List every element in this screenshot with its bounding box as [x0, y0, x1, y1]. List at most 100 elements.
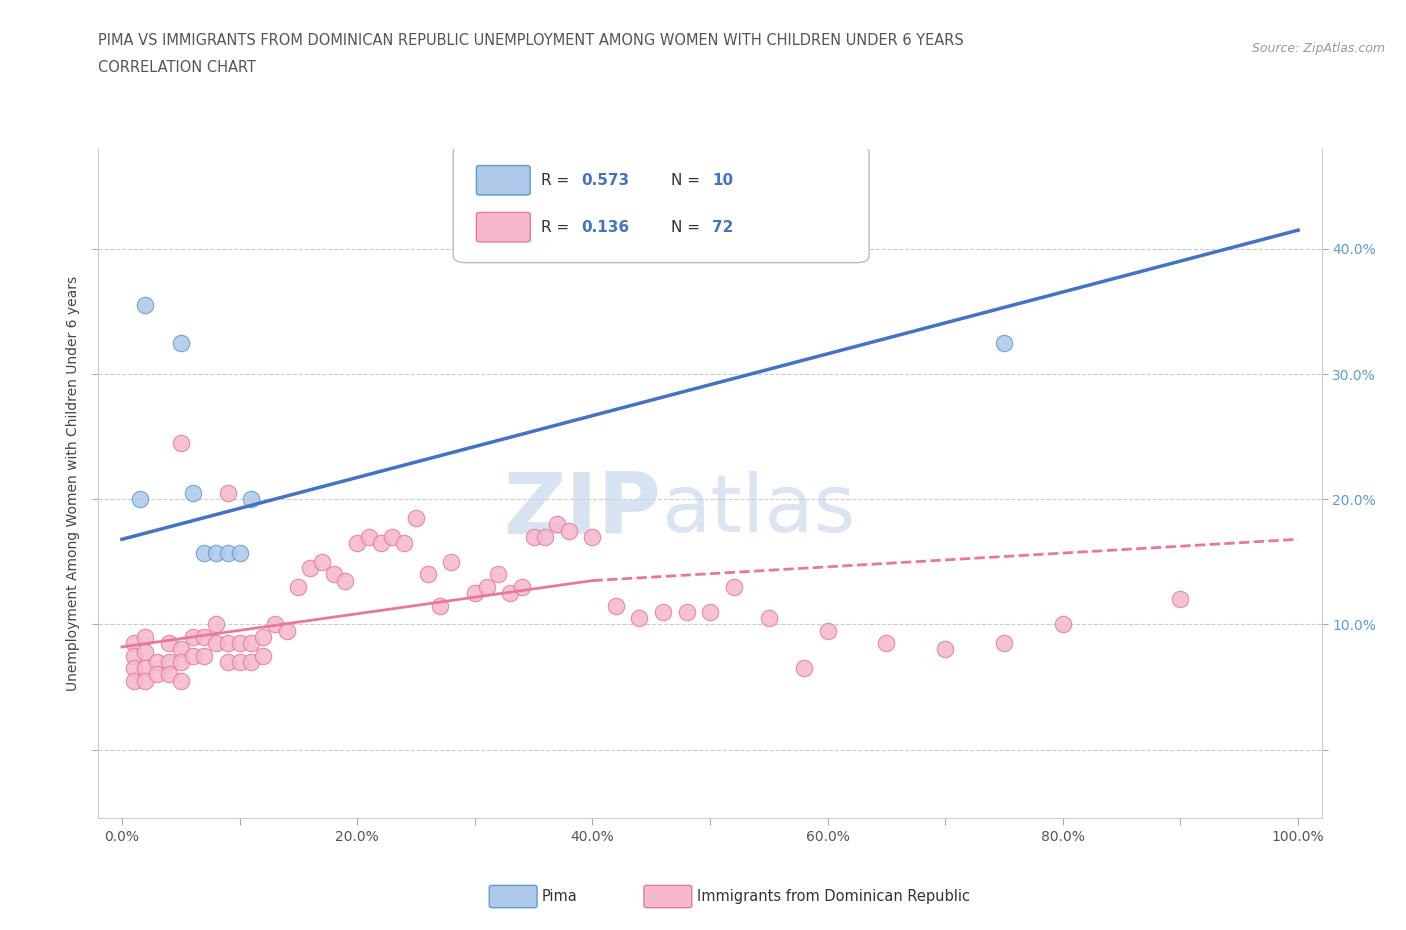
- Text: atlas: atlas: [661, 472, 855, 550]
- Point: [252, 648, 274, 663]
- Point: [499, 586, 522, 601]
- Point: [217, 485, 239, 500]
- Point: [193, 546, 215, 561]
- Point: [416, 567, 439, 582]
- Point: [122, 648, 145, 663]
- Text: 72: 72: [713, 219, 734, 234]
- Point: [464, 586, 486, 601]
- Point: [817, 623, 839, 638]
- Text: 10: 10: [713, 173, 734, 188]
- Point: [134, 630, 156, 644]
- Point: [558, 523, 581, 538]
- Text: R =: R =: [541, 173, 574, 188]
- Point: [205, 546, 228, 561]
- Point: [405, 511, 427, 525]
- Point: [228, 655, 250, 670]
- Point: [205, 617, 228, 631]
- Point: [628, 611, 651, 626]
- Point: [122, 661, 145, 676]
- Point: [240, 655, 263, 670]
- Point: [240, 636, 263, 651]
- Point: [134, 298, 156, 312]
- Text: N =: N =: [671, 173, 704, 188]
- Point: [228, 636, 250, 651]
- Point: [523, 529, 546, 544]
- Point: [475, 579, 498, 594]
- Point: [675, 604, 697, 619]
- Point: [486, 567, 509, 582]
- Point: [157, 636, 180, 651]
- Point: [263, 617, 285, 631]
- FancyBboxPatch shape: [477, 166, 530, 195]
- Text: CORRELATION CHART: CORRELATION CHART: [98, 60, 256, 75]
- Point: [181, 648, 204, 663]
- Point: [157, 667, 180, 682]
- Point: [605, 598, 627, 613]
- Point: [193, 648, 215, 663]
- Point: [240, 492, 263, 507]
- Text: Source: ZipAtlas.com: Source: ZipAtlas.com: [1251, 42, 1385, 55]
- Text: Pima: Pima: [541, 889, 576, 904]
- Point: [170, 655, 193, 670]
- FancyBboxPatch shape: [477, 212, 530, 242]
- Point: [170, 673, 193, 688]
- Point: [429, 598, 451, 613]
- Point: [370, 536, 392, 551]
- Point: [993, 336, 1015, 351]
- Point: [217, 655, 239, 670]
- FancyBboxPatch shape: [453, 145, 869, 262]
- Text: 0.136: 0.136: [582, 219, 630, 234]
- Point: [134, 673, 156, 688]
- Point: [346, 536, 368, 551]
- Point: [793, 661, 815, 676]
- Point: [440, 554, 463, 569]
- Point: [758, 611, 780, 626]
- Point: [335, 573, 357, 588]
- Point: [134, 644, 156, 659]
- Point: [146, 655, 169, 670]
- Point: [392, 536, 416, 551]
- Point: [381, 529, 404, 544]
- Point: [134, 661, 156, 676]
- Point: [122, 636, 145, 651]
- Text: 0.573: 0.573: [582, 173, 630, 188]
- Point: [122, 673, 145, 688]
- Y-axis label: Unemployment Among Women with Children Under 6 years: Unemployment Among Women with Children U…: [66, 276, 80, 691]
- Point: [217, 636, 239, 651]
- Point: [193, 630, 215, 644]
- Point: [311, 554, 333, 569]
- Text: Immigrants from Dominican Republic: Immigrants from Dominican Republic: [697, 889, 970, 904]
- Point: [287, 579, 309, 594]
- Point: [875, 636, 897, 651]
- Point: [157, 655, 180, 670]
- Point: [993, 636, 1015, 651]
- Point: [299, 561, 322, 576]
- Point: [934, 642, 956, 657]
- Point: [228, 546, 250, 561]
- Point: [723, 579, 745, 594]
- Point: [546, 517, 568, 532]
- Point: [322, 567, 344, 582]
- Point: [276, 623, 298, 638]
- Point: [146, 667, 169, 682]
- Point: [170, 642, 193, 657]
- Point: [357, 529, 380, 544]
- Text: PIMA VS IMMIGRANTS FROM DOMINICAN REPUBLIC UNEMPLOYMENT AMONG WOMEN WITH CHILDRE: PIMA VS IMMIGRANTS FROM DOMINICAN REPUBL…: [98, 33, 965, 47]
- Point: [652, 604, 675, 619]
- Point: [181, 630, 204, 644]
- Point: [252, 630, 274, 644]
- Point: [205, 636, 228, 651]
- Text: R =: R =: [541, 219, 574, 234]
- Point: [128, 492, 150, 507]
- Point: [170, 336, 193, 351]
- Point: [510, 579, 533, 594]
- Point: [1052, 617, 1074, 631]
- Point: [170, 435, 193, 450]
- Text: N =: N =: [671, 219, 704, 234]
- Point: [699, 604, 721, 619]
- Point: [534, 529, 557, 544]
- Text: ZIP: ZIP: [503, 469, 661, 551]
- Point: [1170, 591, 1192, 606]
- Point: [217, 546, 239, 561]
- Point: [181, 485, 204, 500]
